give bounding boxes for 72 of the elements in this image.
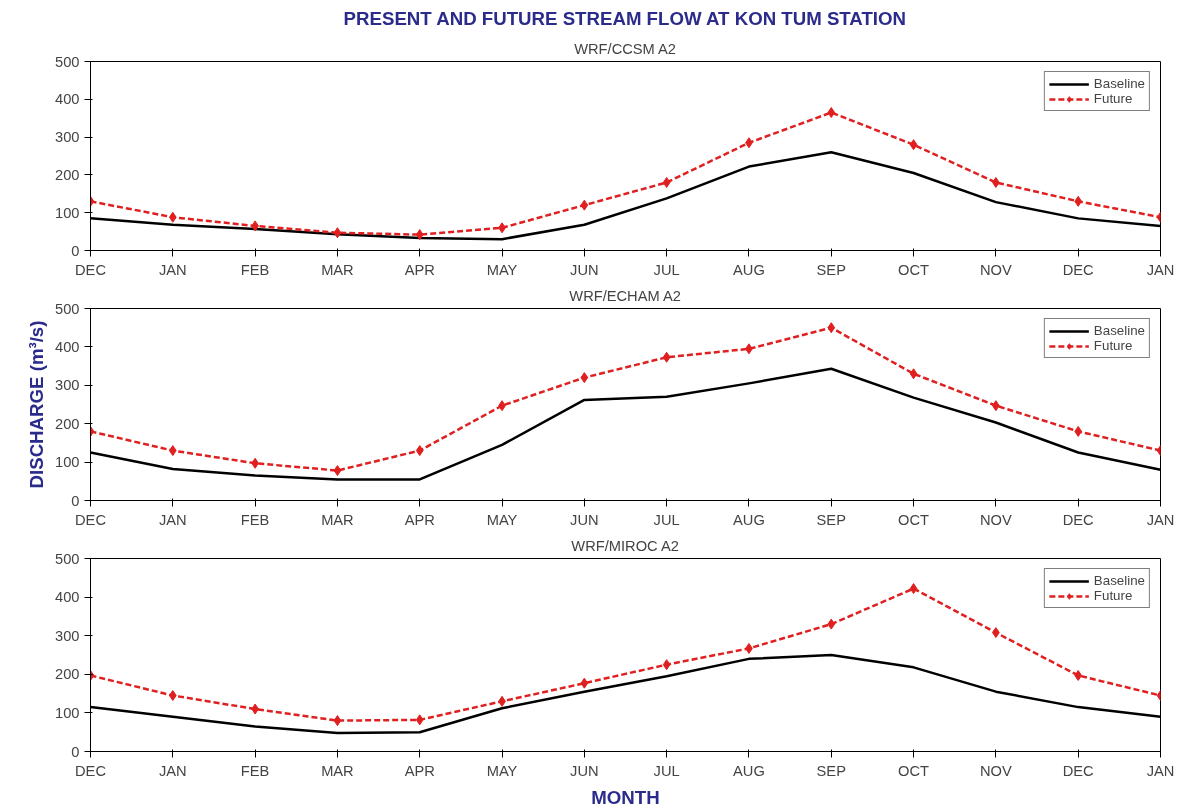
y-tick-label: 500 xyxy=(55,53,80,70)
y-tick-label: 400 xyxy=(55,338,80,355)
y-tick-label: 500 xyxy=(55,300,80,317)
chart-subtitle: WRF/ECHAM A2 xyxy=(569,287,681,304)
x-tick-label: JUN xyxy=(570,261,599,278)
x-tick-label: AUG xyxy=(733,762,765,779)
y-tick-label: 300 xyxy=(55,129,80,146)
y-tick-label: 200 xyxy=(55,166,80,183)
x-tick-label: DEC xyxy=(75,261,107,278)
x-tick-label: AUG xyxy=(733,261,765,278)
x-tick-label: DEC xyxy=(1062,762,1095,779)
x-tick-label: JUN xyxy=(570,762,599,779)
chart-subtitle: WRF/MIROC A2 xyxy=(571,537,679,554)
x-tick-label: NOV xyxy=(980,762,1012,779)
y-tick-label: 400 xyxy=(55,589,80,606)
y-tick-label: 0 xyxy=(71,242,80,259)
x-tick-label: DEC xyxy=(75,511,107,528)
x-tick-label: MAR xyxy=(321,762,354,779)
x-tick-label: JAN xyxy=(158,762,187,779)
y-axis-title: DISCHARGE (m³/s) xyxy=(26,320,48,489)
y-tick-label: 200 xyxy=(55,415,80,432)
x-tick-label: JAN xyxy=(1146,762,1175,779)
x-tick-label: DEC xyxy=(1062,261,1095,278)
y-tick-label: 200 xyxy=(55,666,80,683)
legend-label: Baseline xyxy=(1093,76,1145,91)
y-tick-label: 100 xyxy=(55,204,80,221)
x-tick-label: JUL xyxy=(653,511,680,528)
x-tick-label: OCT xyxy=(898,511,930,528)
x-tick-label: APR xyxy=(404,511,435,528)
y-tick-label: 0 xyxy=(71,743,80,760)
x-tick-label: JAN xyxy=(1146,511,1175,528)
x-tick-label: JAN xyxy=(1146,261,1175,278)
y-tick-label: 100 xyxy=(55,454,80,471)
x-tick-label: APR xyxy=(404,261,435,278)
x-tick-label: SEP xyxy=(816,261,846,278)
legend-label: Baseline xyxy=(1093,573,1145,588)
y-tick-label: 300 xyxy=(55,627,80,644)
x-tick-label: JAN xyxy=(158,511,187,528)
y-tick-label: 400 xyxy=(55,91,80,108)
x-tick-label: MAY xyxy=(486,762,518,779)
legend-label: Baseline xyxy=(1093,323,1145,338)
x-tick-label: JUN xyxy=(570,511,599,528)
y-tick-label: 300 xyxy=(55,377,80,394)
y-tick-label: 0 xyxy=(71,492,80,509)
y-tick-label: 500 xyxy=(55,550,80,567)
y-tick-label: 100 xyxy=(55,704,80,721)
legend-label: Future xyxy=(1093,588,1133,603)
x-tick-label: MAY xyxy=(486,511,518,528)
x-tick-label: DEC xyxy=(1062,511,1095,528)
x-tick-label: SEP xyxy=(816,762,846,779)
x-tick-label: NOV xyxy=(980,511,1012,528)
legend-label: Future xyxy=(1093,91,1133,106)
x-tick-label: JUL xyxy=(653,261,680,278)
x-tick-label: FEB xyxy=(240,511,270,528)
x-tick-label: OCT xyxy=(898,762,930,779)
x-tick-label: AUG xyxy=(733,511,765,528)
x-axis-title: MONTH xyxy=(591,786,660,808)
x-tick-label: OCT xyxy=(898,261,930,278)
chart-subtitle: WRF/CCSM A2 xyxy=(574,40,676,57)
x-tick-label: FEB xyxy=(240,762,270,779)
chart-title: PRESENT AND FUTURE STREAM FLOW AT KON TUM STATION xyxy=(343,7,907,29)
x-tick-label: APR xyxy=(404,762,435,779)
x-tick-label: MAY xyxy=(486,261,518,278)
x-tick-label: SEP xyxy=(816,511,846,528)
legend-label: Future xyxy=(1093,338,1133,353)
x-tick-label: JUL xyxy=(653,762,680,779)
x-tick-label: DEC xyxy=(75,762,107,779)
x-tick-label: NOV xyxy=(980,261,1012,278)
x-tick-label: FEB xyxy=(240,261,270,278)
x-tick-label: JAN xyxy=(158,261,187,278)
x-tick-label: MAR xyxy=(321,511,354,528)
x-tick-label: MAR xyxy=(321,261,354,278)
